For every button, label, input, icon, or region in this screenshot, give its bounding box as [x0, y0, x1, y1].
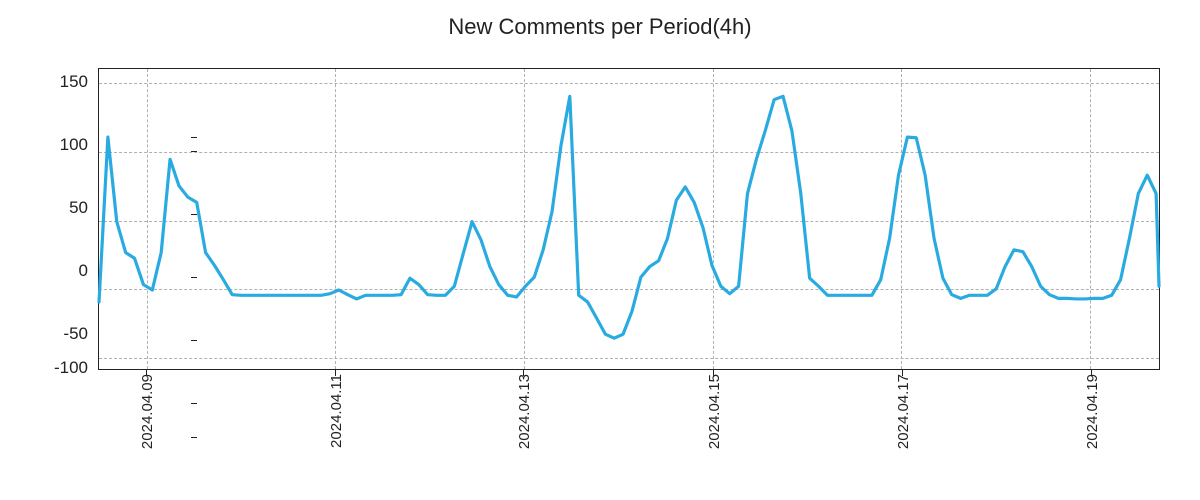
- ytick-label--50: -50: [28, 324, 88, 344]
- ytick-mark--50: [191, 403, 197, 404]
- ytick-label-150: 150: [28, 72, 88, 92]
- data-line-svg: [99, 69, 1159, 369]
- xtick-label-0419: 2024.04.19: [1084, 374, 1101, 449]
- xtick-label-0409: 2024.04.09: [139, 374, 156, 449]
- new-comments-line: [99, 96, 1159, 338]
- plot-area: [98, 68, 1160, 370]
- ytick-label-50: 50: [28, 198, 88, 218]
- ytick-label-100: 100: [28, 135, 88, 155]
- xtick-label-0413: 2024.04.13: [516, 374, 533, 449]
- xtick-label-0415: 2024.04.15: [706, 374, 723, 449]
- xtick-label-0411: 2024.04.11: [328, 374, 345, 448]
- chart-container: New Comments per Period(4h) 150 100 50 0…: [0, 0, 1200, 500]
- ytick-label--100: -100: [28, 358, 88, 378]
- ytick-label-0: 0: [28, 261, 88, 281]
- xtick-label-0417: 2024.04.17: [895, 374, 912, 449]
- ytick-mark--100: [191, 437, 197, 438]
- chart-title: New Comments per Period(4h): [0, 14, 1200, 40]
